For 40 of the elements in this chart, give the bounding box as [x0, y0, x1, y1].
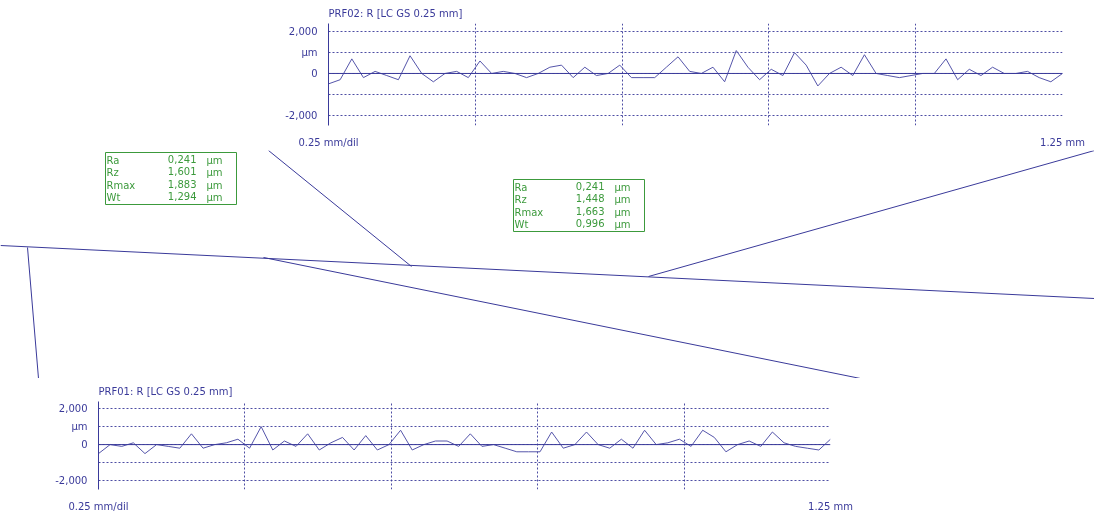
text: 0,241: [575, 180, 605, 192]
text: µm: [614, 206, 631, 218]
text: Rmax: [106, 179, 136, 191]
text: 0.25 mm/dil: [298, 136, 359, 148]
text: µm: [614, 219, 631, 230]
y-tick-label: 0: [311, 67, 318, 79]
text: µm: [614, 181, 631, 193]
text: 1,294: [167, 191, 197, 202]
text: Ra: [106, 154, 120, 166]
y-tick-label: 0: [81, 439, 88, 451]
text: 1,601: [167, 166, 197, 177]
text: 1,663: [575, 205, 605, 217]
text: 0,241: [167, 153, 197, 165]
text: 1.25 mm: [808, 500, 853, 512]
text: 1.25 mm: [1040, 136, 1085, 148]
text: 0,996: [575, 218, 605, 229]
text: Ra: [514, 181, 528, 193]
text: µm: [206, 167, 223, 178]
text: 1,883: [167, 178, 197, 190]
text: Rz: [514, 194, 527, 205]
text: Wt: [106, 192, 121, 203]
line-series: [98, 426, 831, 455]
text: 0.25 mm/dil: [68, 500, 129, 512]
text: µm: [206, 154, 223, 166]
text: µm: [206, 192, 223, 203]
y-tick-label: 2,000: [288, 26, 318, 38]
text: Rmax: [514, 206, 544, 218]
text: 1,448: [575, 193, 605, 204]
y-tick-label: µm: [301, 47, 318, 59]
text: µm: [206, 179, 223, 191]
chart-title: PRF01: R [LC GS 0.25 mm]: [98, 385, 233, 397]
y-tick-label: -2,000: [55, 475, 88, 487]
text: µm: [614, 194, 631, 205]
line-series: [328, 50, 1063, 87]
text: Wt: [514, 219, 529, 230]
text: Rz: [106, 167, 119, 178]
y-tick-label: 2,000: [58, 403, 88, 415]
y-tick-label: µm: [71, 421, 88, 433]
y-tick-label: -2,000: [285, 109, 318, 121]
chart-title: PRF02: R [LC GS 0.25 mm]: [328, 7, 463, 19]
